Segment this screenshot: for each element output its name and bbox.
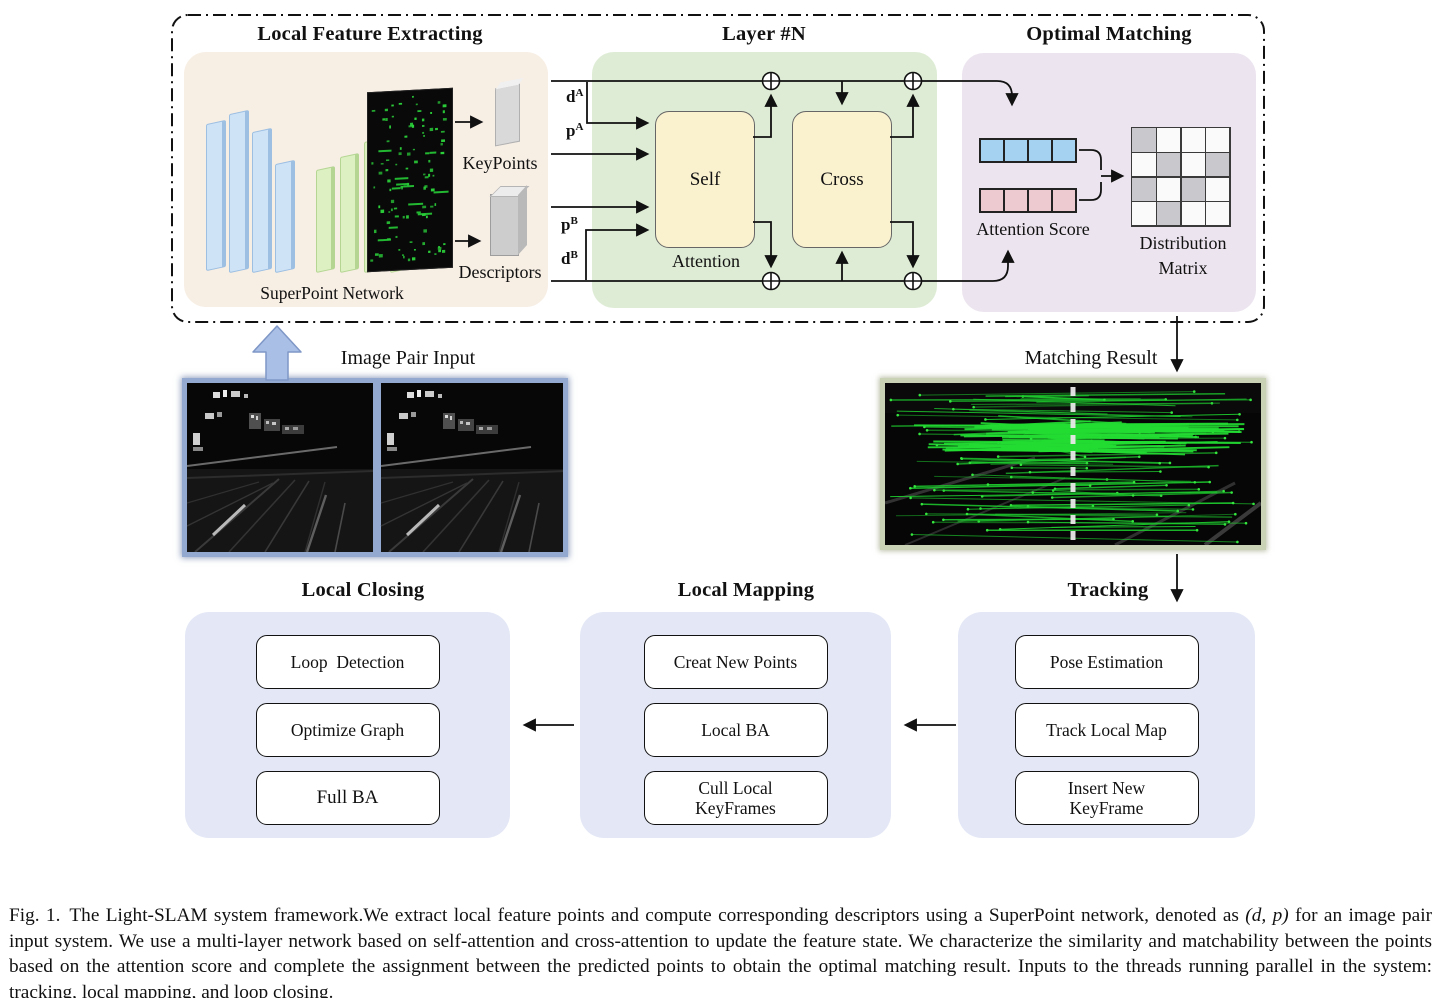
attention-score-cell: [1052, 189, 1076, 212]
matrix-cell: [1132, 202, 1156, 226]
caption-tag: Fig. 1.: [9, 905, 61, 927]
cnn-slab-blue: [229, 109, 249, 274]
thread-panel-local-closing: Loop Detection Optimize Graph Full BA: [185, 612, 510, 838]
matrix-cell: [1156, 202, 1181, 226]
matrix-cell: [1132, 128, 1156, 152]
self-attention-box: Self: [655, 111, 755, 248]
title-layer-n: Layer #N: [722, 23, 806, 45]
thread-box-track-local-map: Track Local Map: [1014, 703, 1199, 757]
thread-box-creat-new-points: Creat New Points: [643, 635, 828, 689]
attention-score-cell: [1004, 189, 1028, 212]
feature-map-image: [367, 87, 453, 273]
matrix-cell: [1206, 202, 1230, 226]
cross-attention-box: Cross: [792, 111, 892, 248]
night-image-right: [379, 383, 563, 552]
thread-box-optimize-graph: Optimize Graph: [255, 703, 440, 757]
matching-result-label: Matching Result: [1024, 347, 1158, 369]
signal-label-dB: dB: [561, 249, 578, 268]
descriptors-box: [490, 194, 519, 256]
matrix-cell: [1156, 177, 1181, 201]
attention-score-row-pink: [979, 188, 1077, 213]
matrix-cell: [1206, 128, 1230, 152]
descriptors-label: Descriptors: [458, 262, 542, 282]
matrix-cell: [1156, 128, 1181, 152]
signal-label-pB: pB: [561, 215, 578, 234]
attention-score-cell: [1028, 189, 1052, 212]
cnn-slab-blue: [275, 159, 295, 274]
image-pair-frame: [182, 378, 568, 557]
superpoint-network-label: SuperPoint Network: [260, 283, 404, 303]
cnn-slab-green: [340, 152, 359, 274]
attention-score-cell: [1004, 139, 1028, 162]
title-optimal-matching: Optimal Matching: [1026, 23, 1192, 45]
thread-panel-local-mapping: Creat New Points Local BA Cull Local Key…: [580, 612, 891, 838]
image-pair-input-label: Image Pair Input: [340, 347, 476, 369]
matrix-cell: [1156, 152, 1181, 177]
title-local-feature-extracting: Local Feature Extracting: [257, 23, 483, 45]
thread-box-full-ba: Full BA: [255, 771, 440, 825]
matrix-cell: [1132, 177, 1156, 201]
keypoints-plate: [495, 83, 520, 147]
attention-score-row-blue: [979, 138, 1077, 163]
attention-label: Attention: [672, 251, 740, 271]
matrix-cell: [1181, 128, 1205, 152]
matrix-cell: [1181, 177, 1205, 201]
attention-score-cell: [1052, 139, 1076, 162]
matching-result-image: [880, 378, 1266, 550]
block-arrow-up-icon: [252, 325, 302, 381]
attention-score-cell: [1028, 139, 1052, 162]
cnn-slab-green: [316, 165, 335, 274]
title-local-mapping: Local Mapping: [677, 579, 815, 601]
caption-math: (d, p): [1245, 905, 1289, 927]
night-image-left: [187, 383, 373, 552]
figure-caption: Fig. 1. The Light-SLAM system framework.W…: [9, 903, 1432, 998]
matrix-cell: [1206, 152, 1230, 177]
attention-score-cell: [980, 139, 1004, 162]
thread-box-local-ba: Local BA: [643, 703, 828, 757]
attention-score-label: Attention Score: [976, 219, 1090, 239]
thread-box-pose-estimation: Pose Estimation: [1014, 635, 1199, 689]
signal-label-dA: dA: [566, 87, 584, 106]
thread-box-loop-detection: Loop Detection: [255, 635, 440, 689]
keypoints-label: KeyPoints: [462, 153, 538, 173]
matrix-cell: [1206, 177, 1230, 201]
thread-panel-tracking: Pose Estimation Track Local Map Insert N…: [958, 612, 1255, 838]
title-local-closing: Local Closing: [301, 579, 425, 601]
attention-score-cell: [980, 189, 1004, 212]
caption-text-1: The Light-SLAM system framework.We extra…: [69, 905, 1246, 927]
signal-label-pA: pA: [566, 121, 584, 140]
thread-box-cull-local-keyframes: Cull Local KeyFrames: [643, 771, 828, 825]
matrix-cell: [1132, 152, 1156, 177]
title-tracking: Tracking: [1067, 579, 1149, 601]
distribution-matrix-label: Distribution Matrix: [1139, 233, 1227, 278]
matrix-cell: [1181, 202, 1205, 226]
cnn-slab-blue: [206, 119, 226, 272]
distribution-matrix: [1131, 127, 1231, 227]
cnn-slab-blue: [252, 127, 272, 274]
matrix-cell: [1181, 152, 1205, 177]
caption-text-2: for an image pair input system. We use a…: [9, 905, 1432, 998]
thread-box-insert-new-keyframe: Insert New KeyFrame: [1014, 771, 1199, 825]
